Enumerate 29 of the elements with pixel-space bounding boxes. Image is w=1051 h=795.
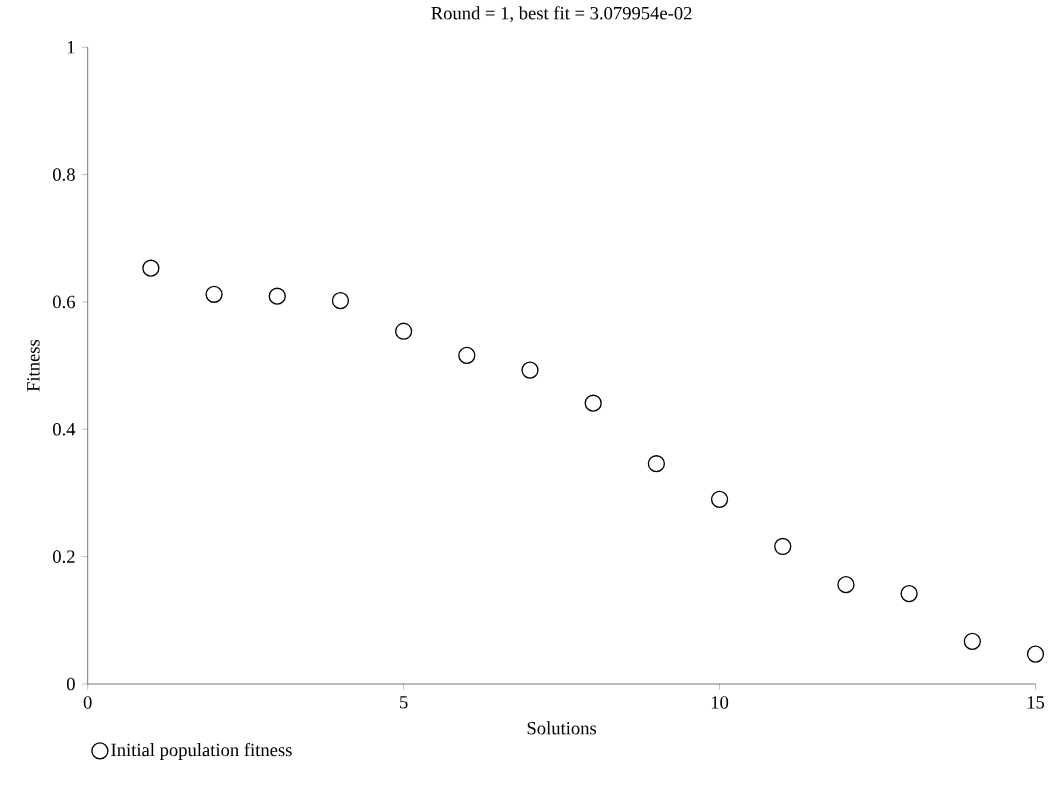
point xyxy=(647,455,666,473)
y-tick-label: 0.2 xyxy=(53,550,75,564)
point xyxy=(1026,645,1045,663)
point xyxy=(710,490,729,509)
point xyxy=(584,394,602,412)
point xyxy=(331,292,350,310)
point xyxy=(963,632,981,651)
point xyxy=(205,285,223,304)
x-tick-label: 0 xyxy=(83,696,92,709)
point xyxy=(774,537,792,556)
y-tick-label: 0.4 xyxy=(53,423,76,436)
point xyxy=(458,346,476,365)
x-tick-label: 10 xyxy=(711,696,729,709)
point xyxy=(521,361,539,379)
x-axis-title: Solutions xyxy=(527,721,597,735)
y-axis-title: Fitness xyxy=(27,340,40,392)
y-tick-label: 1 xyxy=(67,41,75,54)
y-tick-label: 0 xyxy=(66,677,75,691)
point xyxy=(900,585,918,603)
legend-label: Initial population fitness xyxy=(111,743,292,761)
x-tick-label: 5 xyxy=(400,696,408,709)
chart-title: Round = 1, best fit = 3.079954e-02 xyxy=(431,6,692,23)
point xyxy=(268,287,286,306)
point xyxy=(142,259,160,277)
x-tick-label: 15 xyxy=(1027,696,1045,709)
y-tick-label: 0.8 xyxy=(53,168,75,182)
y-tick-label: 0.6 xyxy=(53,295,75,309)
point xyxy=(837,576,855,594)
point xyxy=(394,322,413,341)
